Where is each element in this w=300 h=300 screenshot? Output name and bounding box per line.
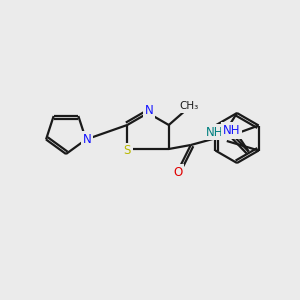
Text: N: N bbox=[145, 104, 153, 118]
Text: NH: NH bbox=[206, 125, 224, 139]
Text: NH: NH bbox=[223, 124, 240, 137]
Text: S: S bbox=[124, 145, 131, 158]
Text: CH₃: CH₃ bbox=[179, 101, 198, 111]
Text: N: N bbox=[82, 133, 91, 146]
Text: O: O bbox=[173, 166, 182, 178]
